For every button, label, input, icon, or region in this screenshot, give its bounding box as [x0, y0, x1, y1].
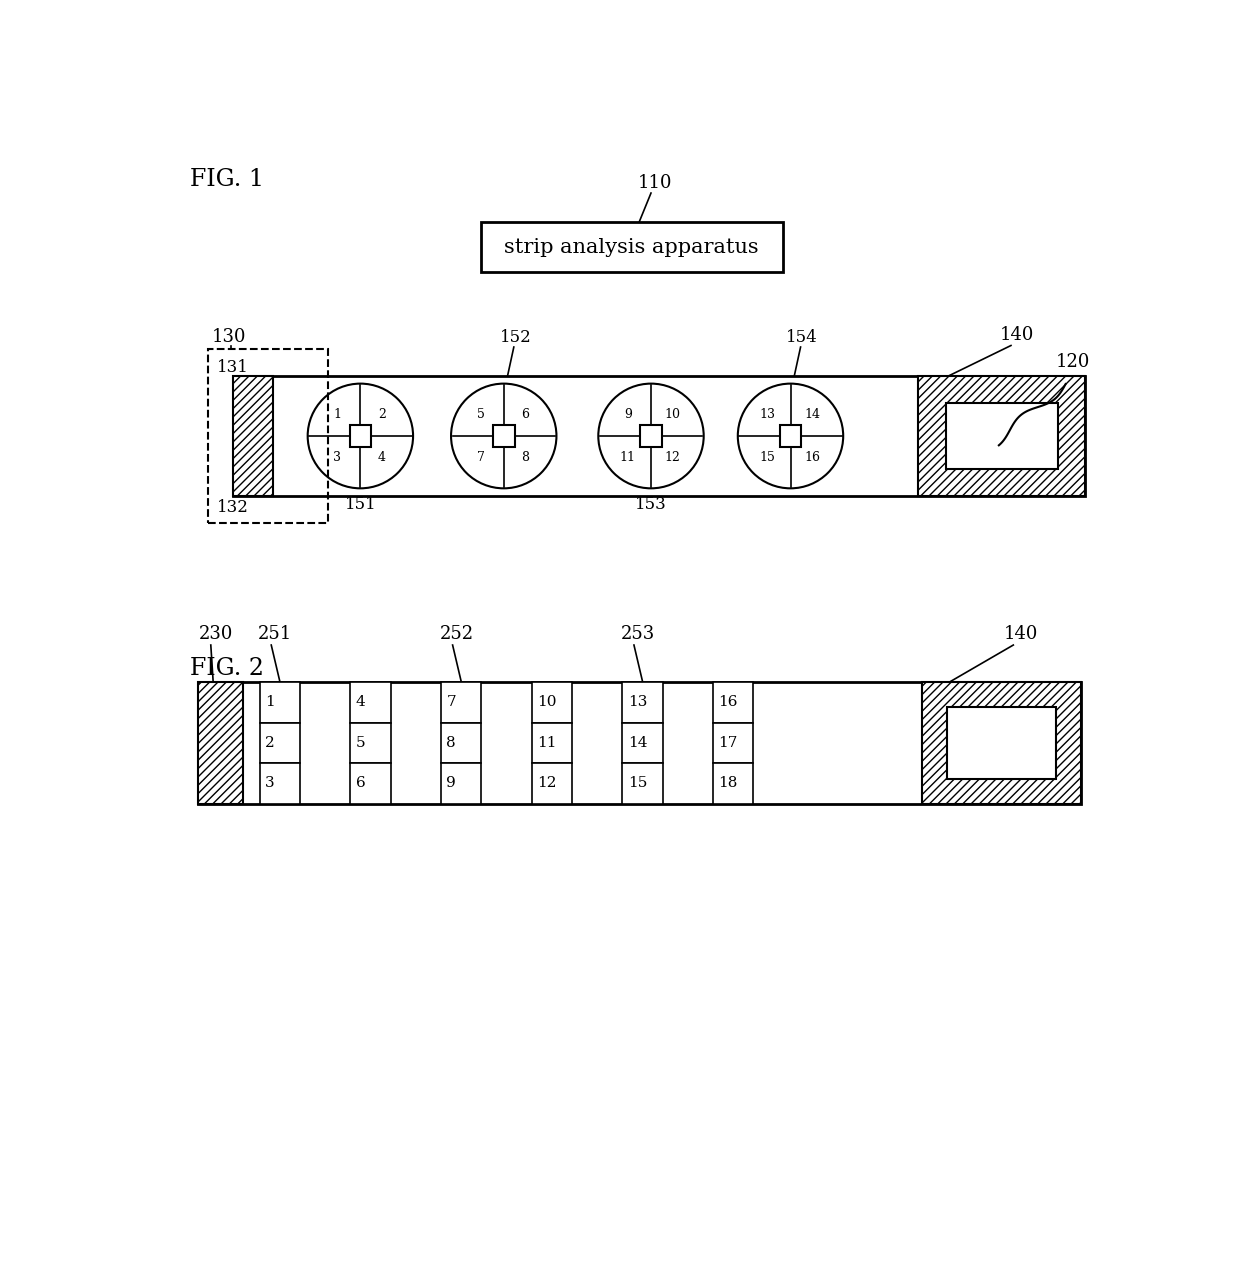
Text: 230: 230 [200, 626, 233, 644]
Text: 1: 1 [265, 695, 275, 709]
Text: 9: 9 [446, 776, 456, 790]
Circle shape [308, 384, 413, 488]
Text: 17: 17 [718, 736, 738, 750]
Text: 10: 10 [537, 695, 557, 709]
Text: 6: 6 [522, 408, 529, 421]
Bar [351, 764, 391, 803]
Bar [919, 376, 1085, 496]
Bar [532, 764, 572, 803]
Text: 11: 11 [620, 451, 636, 464]
Bar [441, 682, 481, 723]
Circle shape [738, 384, 843, 488]
Text: 4: 4 [356, 695, 366, 709]
Text: 140: 140 [999, 326, 1034, 344]
Bar [494, 425, 515, 446]
Text: 253: 253 [621, 626, 655, 644]
Bar [947, 706, 1056, 779]
Text: 3: 3 [265, 776, 275, 790]
Text: 16: 16 [718, 695, 738, 709]
Text: 3: 3 [334, 451, 341, 464]
Text: 12: 12 [665, 451, 681, 464]
Text: 13: 13 [627, 695, 647, 709]
Bar [259, 764, 300, 803]
Text: 14: 14 [627, 736, 647, 750]
Text: FIG. 1: FIG. 1 [190, 168, 264, 191]
Bar [259, 723, 300, 764]
Bar [532, 723, 572, 764]
Bar [350, 425, 371, 446]
Text: 120: 120 [1056, 353, 1090, 371]
Text: 14: 14 [805, 408, 820, 421]
Bar [713, 764, 753, 803]
Text: 131: 131 [217, 358, 249, 376]
Text: 8: 8 [522, 451, 529, 464]
Text: 2: 2 [265, 736, 275, 750]
Bar [622, 682, 662, 723]
Bar [233, 376, 1085, 496]
Bar [640, 425, 662, 446]
Text: 1: 1 [334, 408, 341, 421]
Text: 251: 251 [258, 626, 293, 644]
Text: 153: 153 [635, 496, 667, 513]
Text: 15: 15 [627, 776, 647, 790]
Text: 252: 252 [439, 626, 474, 644]
Text: 132: 132 [217, 500, 249, 516]
Text: 16: 16 [805, 451, 820, 464]
Bar [207, 349, 327, 523]
Text: 110: 110 [637, 173, 672, 191]
Bar [441, 764, 481, 803]
Text: 7: 7 [476, 451, 485, 464]
Text: 130: 130 [212, 328, 246, 346]
Bar [713, 682, 753, 723]
Circle shape [598, 384, 704, 488]
Bar [622, 723, 662, 764]
Bar [351, 682, 391, 723]
Bar [923, 682, 1081, 803]
Text: 8: 8 [446, 736, 456, 750]
Text: 9: 9 [624, 408, 631, 421]
Text: 5: 5 [476, 408, 485, 421]
Bar [481, 222, 782, 273]
Bar [532, 682, 572, 723]
Text: 15: 15 [759, 451, 775, 464]
Bar [233, 376, 273, 496]
Bar [197, 682, 1081, 803]
Text: 7: 7 [446, 695, 456, 709]
Text: FIG. 2: FIG. 2 [190, 658, 264, 681]
Circle shape [451, 384, 557, 488]
Text: 6: 6 [356, 776, 366, 790]
Bar [197, 682, 243, 803]
Text: 154: 154 [786, 329, 818, 346]
Text: 18: 18 [718, 776, 738, 790]
Bar [351, 723, 391, 764]
Bar [780, 425, 801, 446]
Text: 11: 11 [537, 736, 557, 750]
Bar [945, 403, 1058, 469]
Text: 4: 4 [378, 451, 386, 464]
Text: 12: 12 [537, 776, 557, 790]
Text: strip analysis apparatus: strip analysis apparatus [505, 238, 759, 256]
Text: 13: 13 [759, 408, 775, 421]
Text: 10: 10 [665, 408, 681, 421]
Bar [259, 682, 300, 723]
Bar [622, 764, 662, 803]
Text: 140: 140 [1004, 626, 1038, 644]
Text: 5: 5 [356, 736, 366, 750]
Bar [713, 723, 753, 764]
Text: 151: 151 [345, 496, 376, 513]
Bar [441, 723, 481, 764]
Text: 152: 152 [500, 329, 531, 346]
Text: 2: 2 [378, 408, 386, 421]
